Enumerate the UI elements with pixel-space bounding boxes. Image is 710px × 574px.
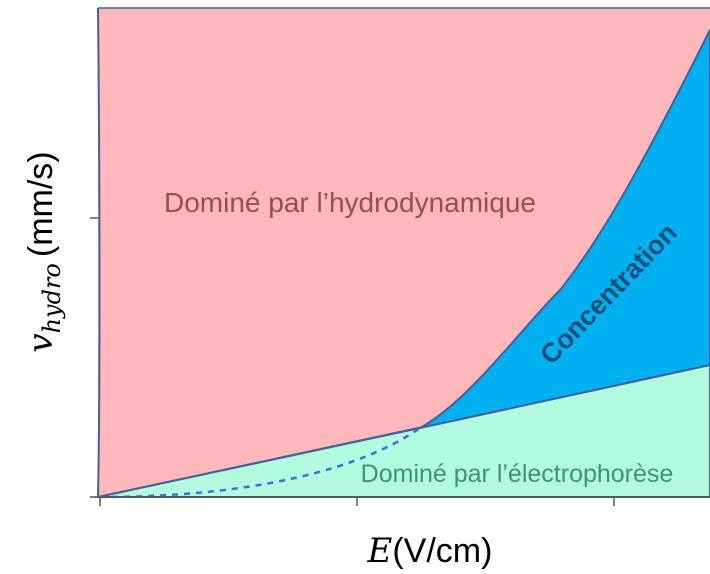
y-unit: (mm/s): [22, 151, 60, 257]
y-symbol: v: [21, 333, 61, 352]
dashed-curve: [99, 426, 421, 499]
y-axis-label: vhydro (mm/s): [21, 151, 66, 352]
left-boundary: [97, 7, 101, 498]
region-label: Dominé par l’électrophorèse: [361, 460, 674, 488]
boundary: [97, 427, 421, 498]
concentration-region: [419, 29, 710, 429]
x-axis-label: E(V/cm): [367, 531, 493, 571]
region-label: Dominé par l’hydrodynamique: [164, 187, 536, 218]
y-subscript: hydro: [38, 263, 66, 333]
x-unit: (V/cm): [392, 532, 492, 570]
x-symbol: E: [367, 531, 393, 571]
